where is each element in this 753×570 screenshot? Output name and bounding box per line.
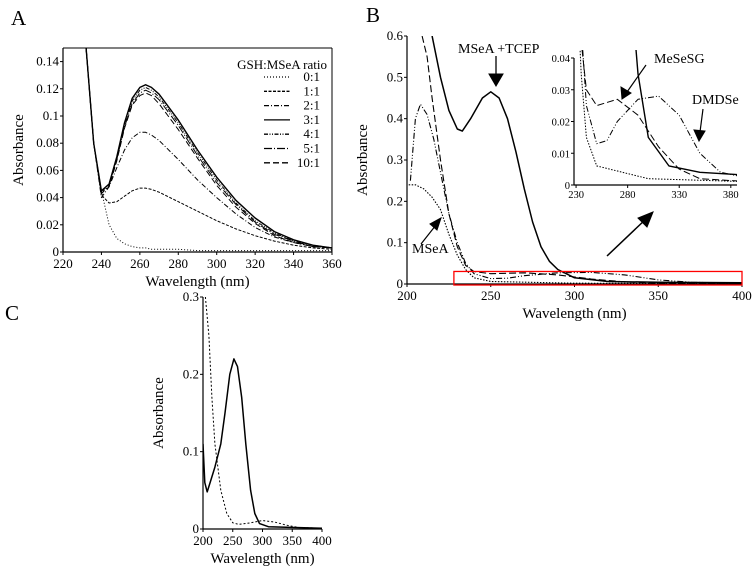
x-tick-label: 320: [245, 256, 265, 271]
y-tick-label: 0.03: [552, 86, 570, 97]
series-line-2-1: [85, 48, 332, 249]
x-tick-label: 200: [397, 288, 417, 303]
x-tick-label: 400: [312, 533, 332, 548]
annotation-mesesg: MeSeSG: [654, 52, 705, 67]
panel-label-b: B: [366, 3, 380, 27]
y-tick-label: 0.02: [36, 217, 59, 232]
chart-b-inset: 0 0.01 0.02 0.03 0.04 230 280 330 380: [552, 50, 739, 201]
series-line-0-1: [85, 48, 332, 252]
x-tick-label: 240: [92, 256, 112, 271]
y-tick-label: 0.12: [36, 81, 59, 96]
x-tick-label: 300: [207, 256, 227, 271]
series-line-msea: [408, 184, 742, 285]
y-tick-label: 0: [53, 244, 60, 259]
panel-label-a: A: [11, 6, 27, 30]
y-axis-label: Absorbance: [11, 114, 27, 186]
series-line-msea-tcep: [635, 50, 737, 176]
x-tick-label: 350: [649, 288, 669, 303]
series-line-4-1: [85, 48, 332, 249]
x-tick-label: 260: [130, 256, 150, 271]
x-axis-label: Wavelength (nm): [210, 551, 314, 567]
y-tick-label: 0.2: [183, 366, 199, 381]
y-tick-label: 0.14: [36, 54, 59, 69]
series-line-msea-tcep: [431, 36, 742, 284]
y-tick-label: 0.04: [36, 190, 59, 205]
annotation-dmdse: DMDSe: [692, 93, 739, 108]
y-tick-label: 0.06: [36, 162, 59, 177]
y-tick-label: 0.04: [552, 54, 571, 65]
y-tick-label: 0.2: [387, 193, 403, 208]
x-tick-label: 250: [481, 288, 501, 303]
chart-b: 0 0.1 0.2 0.3 0.4 0.5 0.6 200 250 300 350 400 Wavele…: [355, 28, 752, 322]
legend-title: GSH:MSeA ratio: [237, 57, 327, 72]
series-line-msea: [579, 50, 737, 182]
series-line-dmdse: [582, 50, 737, 177]
x-tick-label: 300: [253, 533, 273, 548]
x-tick-label: 340: [284, 256, 304, 271]
legend-label: 1:1: [303, 83, 320, 98]
y-tick-label: 0.08: [36, 135, 59, 150]
x-axis-label: Wavelength (nm): [522, 306, 626, 322]
x-tick-label: 300: [565, 288, 585, 303]
series-line-mesesg: [421, 36, 742, 285]
x-tick-label: 350: [283, 533, 303, 548]
series-line-5-1: [85, 48, 332, 249]
x-tick-label: 280: [620, 190, 636, 201]
x-tick-label: 230: [568, 190, 584, 201]
chart-c: 0 0.1 0.2 0.3 200 250 300 350 400 Wavelength (nm)…: [151, 289, 332, 567]
annotation-mseа-tcep: MSeA +TCEP: [458, 42, 540, 57]
x-tick-label: 380: [723, 190, 739, 201]
y-tick-label: 0.01: [552, 149, 570, 160]
x-tick-label: 280: [169, 256, 189, 271]
chart-a: 0 0.02 0.04 0.06 0.08 0.1 0.12 0.14 220 240 260 280…: [11, 47, 342, 290]
x-tick-label: 400: [732, 288, 752, 303]
legend-label: 5:1: [303, 141, 320, 156]
y-tick-label: 0.1: [387, 235, 403, 250]
y-axis-label: Absorbance: [151, 377, 167, 449]
y-tick-label: 0.5: [387, 69, 403, 84]
legend-label: 0:1: [303, 69, 320, 84]
panel-label-c: C: [5, 301, 19, 325]
x-tick-label: 220: [53, 256, 73, 271]
x-tick-label: 360: [322, 256, 342, 271]
y-tick-label: 0: [565, 181, 570, 192]
legend-label: 4:1: [303, 126, 320, 141]
annotation-msea: MSeA: [412, 242, 449, 257]
legend-label: 3:1: [303, 112, 320, 127]
series-line-mesesg: [581, 50, 737, 182]
series-line-3-1: [85, 48, 332, 249]
y-tick-label: 0: [193, 521, 200, 536]
y-tick-label: 0.02: [552, 118, 570, 129]
y-axis-label: Absorbance: [355, 124, 371, 196]
x-tick-label: 250: [223, 533, 243, 548]
legend-label: 10:1: [297, 155, 320, 170]
highlight-box: [453, 270, 743, 286]
y-tick-label: 0: [397, 276, 404, 291]
y-tick-label: 0.6: [387, 28, 404, 43]
y-tick-label: 0.3: [183, 289, 199, 304]
series-line-1-1: [85, 48, 332, 250]
series-line-solid: [203, 358, 322, 529]
y-tick-label: 0.3: [387, 152, 403, 167]
x-axis-label: Wavelength (nm): [145, 274, 249, 290]
legend: 0:11:12:13:14:15:110:1: [264, 69, 320, 170]
y-tick-label: 0.1: [43, 108, 59, 123]
legend-label: 2:1: [303, 98, 320, 113]
x-tick-label: 200: [193, 533, 213, 548]
series-line-dotted: [204, 297, 322, 529]
x-tick-label: 330: [671, 190, 687, 201]
y-tick-label: 0.4: [387, 111, 404, 126]
series-line-10-1: [85, 48, 332, 249]
annotation-arrows: [420, 56, 706, 257]
y-tick-label: 0.1: [183, 444, 199, 459]
series-line-dmdse: [409, 103, 742, 284]
